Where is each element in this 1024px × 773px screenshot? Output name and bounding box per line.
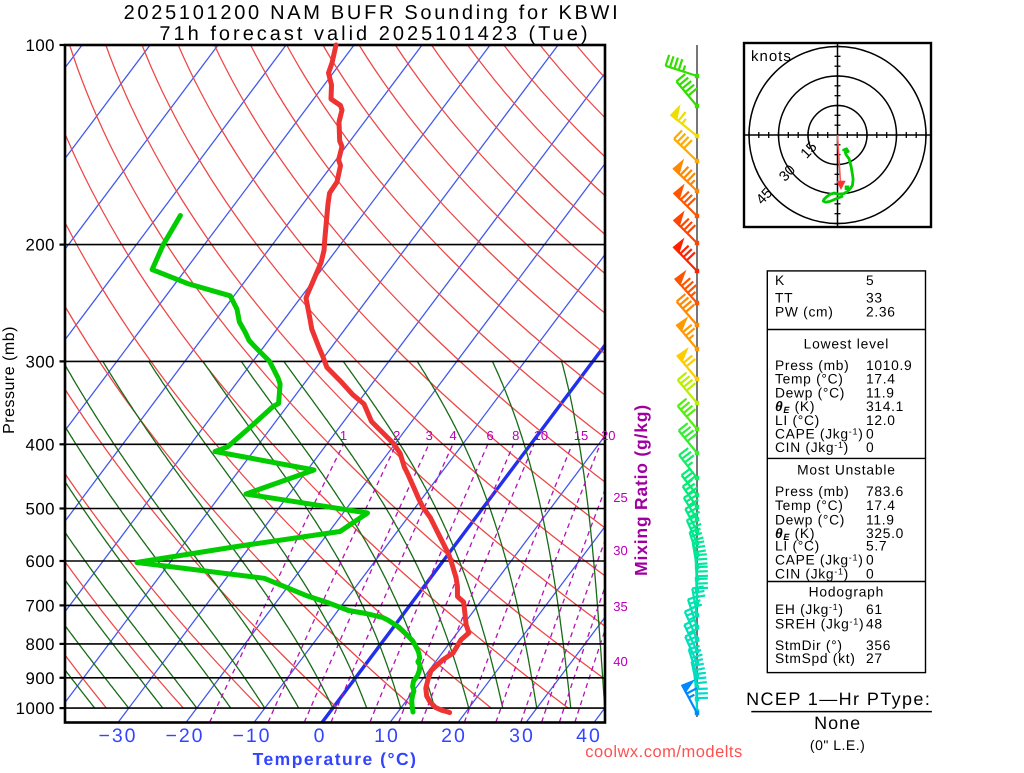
svg-text:40: 40: [613, 654, 627, 669]
svg-text:2.36: 2.36: [866, 305, 896, 320]
svg-text:3: 3: [426, 428, 433, 443]
svg-text:2: 2: [393, 428, 400, 443]
svg-text:700: 700: [26, 596, 56, 615]
svg-text:Mixing Ratio (g/kg): Mixing Ratio (g/kg): [631, 404, 651, 576]
svg-text:Pressure (mb): Pressure (mb): [1, 326, 18, 434]
svg-text:Lowest level: Lowest level: [804, 337, 890, 352]
svg-text:−20: −20: [165, 725, 204, 747]
svg-text:2025101200 NAM BUFR Sounding f: 2025101200 NAM BUFR Sounding for KBWI: [124, 2, 621, 24]
svg-text:100: 100: [26, 36, 56, 55]
svg-text:20: 20: [601, 428, 615, 443]
svg-text:−30: −30: [98, 725, 137, 747]
svg-text:35: 35: [613, 599, 627, 614]
svg-text:1: 1: [340, 428, 347, 443]
svg-text:800: 800: [26, 635, 56, 654]
svg-text:71h forecast valid 2025101423: 71h forecast valid 2025101423 (Tue): [159, 23, 590, 45]
svg-text:300: 300: [26, 352, 56, 371]
svg-text:10: 10: [374, 725, 400, 747]
svg-text:48: 48: [866, 617, 883, 632]
svg-text:500: 500: [26, 500, 56, 519]
svg-text:0: 0: [866, 440, 874, 455]
svg-text:−10: −10: [232, 725, 271, 747]
svg-text:33: 33: [866, 291, 883, 306]
svg-text:1000: 1000: [16, 699, 55, 718]
svg-text:10: 10: [534, 428, 548, 443]
svg-text:5: 5: [866, 273, 874, 288]
svg-text:30: 30: [509, 725, 535, 747]
svg-text:TT: TT: [775, 291, 793, 306]
svg-text:0: 0: [866, 553, 874, 568]
svg-text:6: 6: [486, 428, 493, 443]
svg-text:61: 61: [866, 602, 883, 617]
svg-text:StmSpd (kt): StmSpd (kt): [775, 651, 856, 666]
svg-text:(0" L.E.): (0" L.E.): [810, 737, 865, 753]
svg-text:25: 25: [613, 490, 627, 505]
svg-text:Temperature (°C): Temperature (°C): [253, 749, 418, 768]
svg-text:8: 8: [512, 428, 519, 443]
svg-text:27: 27: [866, 651, 883, 666]
svg-text:17.4: 17.4: [866, 498, 896, 513]
svg-text:Temp (°C): Temp (°C): [775, 498, 844, 513]
svg-text:20: 20: [441, 725, 467, 747]
svg-text:400: 400: [26, 435, 56, 454]
svg-text:0: 0: [866, 567, 874, 582]
svg-text:0: 0: [314, 725, 327, 747]
svg-text:600: 600: [26, 552, 56, 571]
svg-text:900: 900: [26, 669, 56, 688]
svg-text:NCEP 1—Hr PType:: NCEP 1—Hr PType:: [746, 689, 931, 709]
svg-text:Press (mb): Press (mb): [775, 484, 849, 499]
svg-text:783.6: 783.6: [866, 484, 904, 499]
svg-text:Most Unstable: Most Unstable: [797, 463, 896, 478]
svg-text:LI (°C): LI (°C): [775, 538, 820, 553]
svg-text:knots: knots: [751, 48, 792, 65]
svg-text:None: None: [814, 713, 861, 733]
svg-text:coolwx.com/modelts: coolwx.com/modelts: [585, 743, 743, 761]
svg-text:4: 4: [449, 428, 456, 443]
svg-text:5.7: 5.7: [866, 538, 887, 553]
svg-text:15: 15: [574, 428, 588, 443]
svg-text:K: K: [775, 273, 785, 288]
svg-text:Hodograph: Hodograph: [809, 584, 884, 599]
svg-text:200: 200: [26, 236, 56, 255]
svg-text:PW (cm): PW (cm): [775, 305, 834, 320]
svg-text:30: 30: [613, 543, 627, 558]
